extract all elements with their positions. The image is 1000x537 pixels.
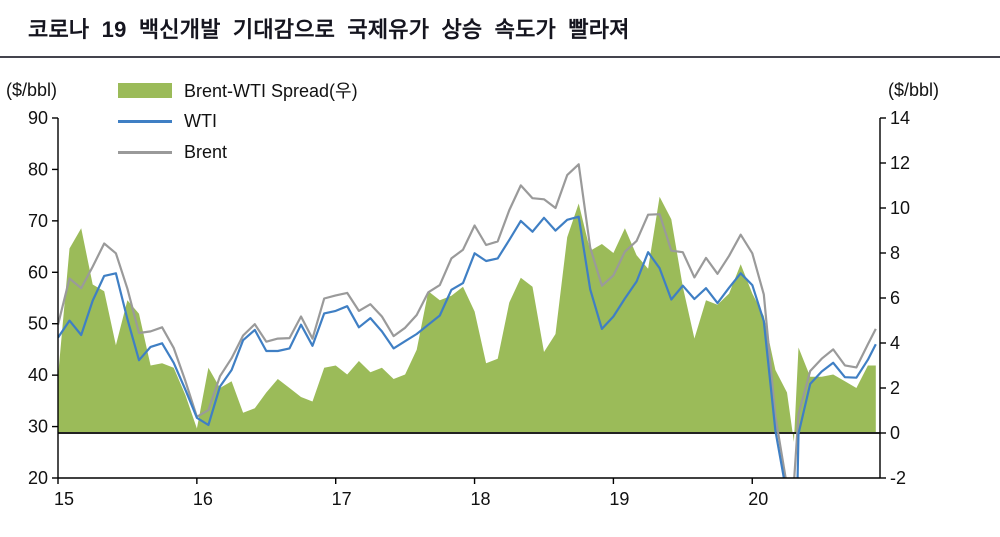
legend-item-spread: Brent-WTI Spread(우)	[118, 78, 358, 102]
left-axis-tick-label: 70	[28, 211, 48, 231]
right-axis-unit-label: ($/bbl)	[888, 80, 940, 100]
x-axis-tick-label: 15	[54, 489, 74, 509]
x-axis-tick-label: 20	[748, 489, 768, 509]
spread-area-swatch	[118, 82, 172, 98]
left-axis-tick-label: 60	[28, 262, 48, 282]
legend-label-brent: Brent	[184, 141, 228, 162]
brent-line-swatch	[118, 150, 172, 154]
figure-header: 코로나 19 백신개발 기대감으로 국제유가 상승 속도가 빨라져	[0, 0, 1000, 58]
legend-item-wti: WTI	[118, 109, 358, 133]
right-axis-tick-label: 14	[890, 108, 910, 128]
right-axis-tick-label: 0	[890, 423, 900, 443]
legend-item-brent: Brent	[118, 140, 358, 164]
chart-legend: Brent-WTI Spread(우) WTI Brent	[118, 78, 358, 164]
left-axis-unit-label: ($/bbl)	[6, 80, 58, 100]
left-axis-tick-label: 90	[28, 108, 48, 128]
chart-area: ($/bbl) ($/bbl) 90 80 70 60 50 40 30 20 14 12 10 8 6…	[0, 58, 1000, 537]
left-axis-tick-label: 30	[28, 417, 48, 437]
figure-title: 코로나 19 백신개발 기대감으로 국제유가 상승 속도가 빨라져	[28, 17, 630, 42]
legend-label-wti: WTI	[184, 110, 217, 131]
legend-label-spread: Brent-WTI Spread(우)	[184, 81, 358, 101]
right-axis-tick-label: 6	[890, 288, 900, 308]
x-axis-tick-label: 19	[609, 489, 629, 509]
right-axis-tick-label: -2	[890, 468, 906, 488]
wti-line	[58, 215, 877, 478]
left-axis-tick-label: 20	[28, 468, 48, 488]
right-axis-tick-label: 2	[890, 378, 900, 398]
left-axis-tick-label: 40	[28, 365, 48, 385]
right-axis-tick-label: 8	[890, 243, 900, 263]
left-axis-tick-label: 80	[28, 159, 48, 179]
right-axis-tick-label: 12	[890, 153, 910, 173]
x-axis-tick-label: 17	[332, 489, 352, 509]
right-axis-tick-label: 4	[890, 333, 900, 353]
spread-area	[58, 196, 876, 442]
left-axis-tick-label: 50	[28, 314, 48, 334]
right-axis-tick-label: 10	[890, 198, 910, 218]
x-axis-tick-label: 16	[193, 489, 213, 509]
x-axis-tick-label: 18	[471, 489, 491, 509]
wti-line-swatch	[118, 119, 172, 123]
